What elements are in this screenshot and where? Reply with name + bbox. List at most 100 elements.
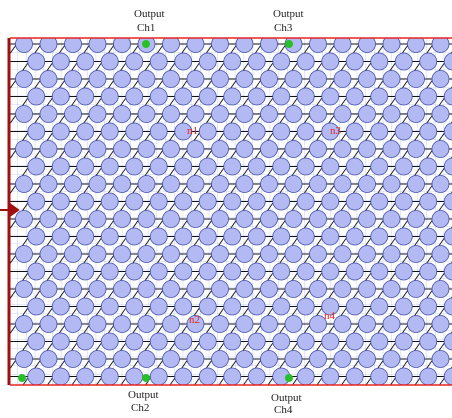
rod: [28, 298, 45, 315]
rod: [150, 88, 167, 105]
rod: [212, 246, 229, 263]
rod: [224, 123, 241, 140]
output-point: [142, 374, 150, 382]
rod: [114, 316, 131, 333]
rod: [175, 298, 192, 315]
rod: [28, 158, 45, 175]
rod: [273, 228, 290, 245]
rod: [150, 53, 167, 70]
page: {"outputs": [ {"label": "Output", "chann…: [0, 0, 452, 418]
rod: [408, 281, 425, 298]
rod: [371, 123, 388, 140]
rod: [383, 176, 400, 193]
rod: [261, 351, 278, 368]
rod: [114, 176, 131, 193]
rod: [187, 106, 204, 123]
rod: [224, 333, 241, 350]
rod: [395, 53, 412, 70]
output-point: [285, 374, 293, 382]
rod: [285, 141, 302, 158]
rod: [248, 333, 265, 350]
rod: [297, 53, 314, 70]
rod: [408, 71, 425, 88]
rod: [261, 316, 278, 333]
rod: [212, 176, 229, 193]
rod: [395, 368, 412, 385]
rod: [346, 333, 363, 350]
rod: [89, 351, 106, 368]
rod: [187, 141, 204, 158]
rod: [150, 368, 167, 385]
rod: [150, 158, 167, 175]
rod: [77, 88, 94, 105]
rod: [138, 246, 155, 263]
rod: [28, 228, 45, 245]
output-channel: Ch4: [274, 404, 293, 413]
rod: [383, 106, 400, 123]
rod: [310, 351, 327, 368]
rod: [359, 351, 376, 368]
rod: [395, 298, 412, 315]
rod: [371, 333, 388, 350]
rod: [408, 316, 425, 333]
rod: [150, 298, 167, 315]
rod: [236, 246, 253, 263]
rod: [248, 123, 265, 140]
rod: [420, 53, 437, 70]
rod: [28, 123, 45, 140]
output-channel: Ch1: [137, 22, 155, 34]
rod: [395, 193, 412, 210]
rod: [408, 176, 425, 193]
rod: [138, 281, 155, 298]
rod: [65, 281, 82, 298]
rod: [40, 351, 57, 368]
rod: [236, 316, 253, 333]
rod: [383, 211, 400, 228]
rod: [65, 176, 82, 193]
rod: [395, 228, 412, 245]
rod: [187, 281, 204, 298]
rod: [77, 228, 94, 245]
rod: [261, 71, 278, 88]
rod: [212, 316, 229, 333]
rod: [163, 281, 180, 298]
rod: [16, 316, 33, 333]
rod: [297, 193, 314, 210]
rod: [297, 228, 314, 245]
output-label: Output: [271, 392, 302, 404]
rod: [383, 281, 400, 298]
rod: [261, 141, 278, 158]
rod: [40, 106, 57, 123]
rod: [346, 368, 363, 385]
rod: [261, 106, 278, 123]
rod: [285, 281, 302, 298]
output-label: Output: [134, 8, 165, 20]
rod: [322, 158, 339, 175]
rod: [322, 53, 339, 70]
rod: [16, 351, 33, 368]
rod: [77, 53, 94, 70]
rod: [163, 106, 180, 123]
rod: [89, 246, 106, 263]
rod: [199, 53, 216, 70]
rod: [432, 316, 449, 333]
rod: [248, 53, 265, 70]
rod: [359, 211, 376, 228]
rod: [236, 71, 253, 88]
rod: [322, 368, 339, 385]
rod: [273, 88, 290, 105]
rod: [346, 88, 363, 105]
rod: [199, 333, 216, 350]
rod: [163, 71, 180, 88]
rod: [199, 158, 216, 175]
rod: [199, 298, 216, 315]
rod: [395, 158, 412, 175]
rod: [40, 316, 57, 333]
rod: [77, 333, 94, 350]
rod: [28, 333, 45, 350]
rod: [52, 263, 69, 280]
rod: [273, 263, 290, 280]
rod: [420, 298, 437, 315]
rod: [334, 106, 351, 123]
rod: [322, 228, 339, 245]
